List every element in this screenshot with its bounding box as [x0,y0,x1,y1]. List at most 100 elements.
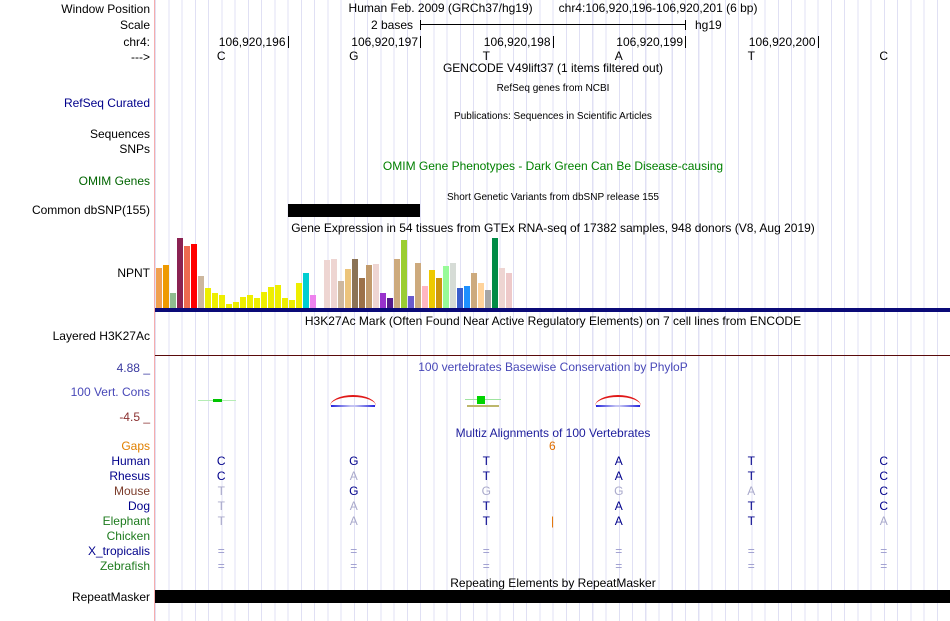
gtex-expression-bar[interactable] [296,283,302,308]
track-label-omim-genes[interactable]: OMIM Genes [78,174,150,188]
publications-track-title[interactable]: Publications: Sequences in Scientific Ar… [454,111,652,122]
repeatmasker-element-bar[interactable] [155,590,950,603]
gtex-expression-bar[interactable] [177,238,183,308]
gtex-expression-bar[interactable] [380,293,386,308]
insert-mark: | [551,514,555,528]
gtex-expression-bar[interactable] [338,281,344,308]
multiz-aligned-base: G [614,484,624,498]
conservation-mark[interactable] [465,395,501,407]
gtex-expression-bar[interactable] [436,278,442,308]
assembly-name: Human Feb. 2009 (GRCh37/hg19) [348,1,533,15]
conservation-mark[interactable] [595,395,641,407]
gtex-expression-bar[interactable] [191,244,197,308]
gtex-expression-bar[interactable] [212,293,218,308]
track-label-100-vert-cons[interactable]: 100 Vert. Cons [70,385,150,399]
gtex-expression-bar[interactable] [219,295,225,308]
h3k27ac-track-title[interactable]: H3K27Ac Mark (Often Found Near Active Re… [304,314,802,328]
multiz-species-label[interactable]: Rhesus [109,469,150,483]
multiz-species-label[interactable]: X_tropicalis [87,544,150,558]
gtex-expression-bar[interactable] [492,238,498,308]
dbsnp-variant-bar[interactable] [288,204,420,217]
gtex-expression-bar[interactable] [310,295,316,308]
reference-base: T [482,49,490,63]
track-label-snps[interactable]: SNPs [119,142,150,156]
multiz-aligned-base: C [879,484,889,498]
gtex-gene-model-line[interactable] [155,308,950,312]
gtex-expression-bar[interactable] [233,302,239,308]
gtex-gene-label[interactable]: NPNT [117,266,150,280]
gtex-expression-bar[interactable] [457,288,463,308]
gtex-expression-bar[interactable] [289,300,295,308]
gtex-expression-bar[interactable] [499,268,505,308]
multiz-aligned-base: A [349,469,358,483]
multiz-species-label[interactable]: Elephant [102,514,150,528]
refseq-track-title[interactable]: RefSeq genes from NCBI [496,83,610,94]
gtex-expression-bar[interactable] [387,298,393,308]
gtex-expression-bar[interactable] [170,293,176,308]
multiz-species-label[interactable]: Gaps [121,439,150,453]
repeatmasker-track-title[interactable]: Repeating Elements by RepeatMasker [450,576,656,590]
gtex-track-title[interactable]: Gene Expression in 54 tissues from GTEx … [291,221,815,235]
gencode-track-title[interactable]: GENCODE V49lift37 (1 items filtered out) [442,61,664,75]
multiz-aligned-base: T [747,454,755,468]
gtex-expression-bar[interactable] [331,259,337,308]
gtex-expression-bar[interactable] [359,278,365,308]
omim-track-title[interactable]: OMIM Gene Phenotypes - Dark Green Can Be… [382,159,724,173]
gtex-expression-bar[interactable] [471,273,477,308]
gtex-expression-bar[interactable] [345,269,351,308]
gtex-expression-bar[interactable] [401,240,407,308]
gtex-expression-bar[interactable] [247,295,253,308]
window-position-value: chr4:106,920,196-106,920,201 (6 bp) [558,1,758,15]
genome-build-tag: hg19 [695,18,722,32]
gtex-expression-bar[interactable] [443,266,449,308]
gtex-expression-bar[interactable] [226,304,232,308]
track-label-repeatmasker[interactable]: RepeatMasker [71,590,150,604]
track-label-common-dbsnp[interactable]: Common dbSNP(155) [31,203,150,217]
gtex-expression-bar[interactable] [303,273,309,308]
multiz-aligned-base: C [216,469,226,483]
gtex-expression-bar[interactable] [268,287,274,308]
gtex-expression-bar[interactable] [156,268,162,308]
conservation-mark[interactable] [330,395,376,407]
gtex-expression-bar[interactable] [415,263,421,308]
gtex-expression-bar[interactable] [163,265,169,308]
conservation-mark[interactable] [213,399,222,402]
multiz-aligned-base: = [482,544,490,558]
gtex-expression-bar[interactable] [275,285,281,308]
multiz-aligned-base: = [217,559,225,573]
gtex-expression-bar[interactable] [352,259,358,308]
gtex-expression-bar[interactable] [282,298,288,308]
multiz-species-label[interactable]: Dog [127,499,150,513]
gtex-expression-bar[interactable] [408,296,414,308]
gtex-expression-bar[interactable] [205,288,211,308]
multiz-track-title[interactable]: Multiz Alignments of 100 Vertebrates [455,426,651,440]
phylop-track-title[interactable]: 100 vertebrates Basewise Conservation by… [418,360,688,374]
multiz-species-label[interactable]: Human [111,454,150,468]
gtex-expression-bar[interactable] [450,263,456,308]
multiz-aligned-base: A [614,454,623,468]
gtex-expression-bar[interactable] [394,259,400,308]
multiz-species-label[interactable]: Chicken [106,529,150,543]
gtex-expression-bar[interactable] [506,273,512,308]
gtex-expression-bar[interactable] [373,264,379,308]
gtex-expression-bar[interactable] [464,286,470,308]
dbsnp-track-title[interactable]: Short Genetic Variants from dbSNP releas… [447,192,659,203]
gtex-expression-bar[interactable] [366,265,372,308]
gtex-expression-bar[interactable] [422,286,428,308]
track-label-refseq-curated[interactable]: RefSeq Curated [63,96,150,110]
multiz-species-label[interactable]: Mouse [113,484,150,498]
gtex-expression-bar[interactable] [184,246,190,308]
gtex-expression-bar[interactable] [240,297,246,308]
gtex-expression-bar[interactable] [478,283,484,308]
gtex-expression-bar[interactable] [324,260,330,308]
multiz-aligned-base: C [879,469,889,483]
gtex-expression-bar[interactable] [254,298,260,308]
track-label-sequences[interactable]: Sequences [89,127,150,141]
track-canvas[interactable]: Human Feb. 2009 (GRCh37/hg19) chr4:106,92… [154,0,950,621]
gtex-expression-bar[interactable] [198,276,204,308]
gtex-expression-bar[interactable] [429,270,435,308]
track-label-layered-h3k27ac[interactable]: Layered H3K27Ac [52,329,150,343]
gtex-expression-bar[interactable] [485,290,491,308]
multiz-species-label[interactable]: Zebrafish [99,559,150,573]
gtex-expression-bar[interactable] [261,292,267,308]
